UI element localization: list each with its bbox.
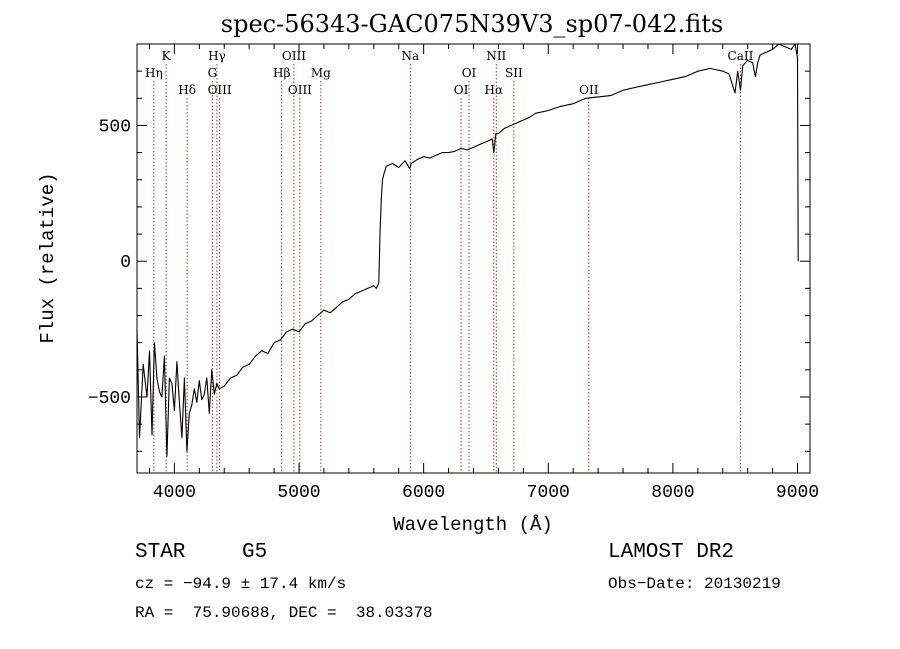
marker-label: OI [462, 66, 477, 80]
marker-label: NII [486, 49, 506, 63]
marker-label: CaII [728, 49, 754, 63]
x-tick-label: 4000 [153, 483, 196, 503]
marker-label: Hβ [273, 66, 290, 80]
marker-label: OIII [208, 83, 232, 97]
marker-label: Hδ [178, 83, 196, 97]
coordinates: RA = 75.90688, DEC = 38.03378 [135, 604, 433, 622]
marker-label: Na [401, 49, 419, 63]
x-tick-label: 8000 [651, 483, 694, 503]
marker-label: Hγ [208, 49, 226, 63]
marker-label: Hα [485, 83, 504, 97]
axis-layer: 4000 5000 6000 7000 8000 9000 −500 0 500 [88, 43, 819, 503]
object-type: STAR [135, 541, 186, 564]
y-tick-label: 500 [99, 117, 131, 137]
marker-label: Hη [145, 66, 163, 80]
marker-label: OI [454, 83, 469, 97]
x-tick-label: 5000 [277, 483, 320, 503]
x-tick-label: 7000 [527, 483, 570, 503]
marker-label: OIII [282, 49, 306, 63]
x-axis-label: Wavelength (Å) [393, 514, 553, 536]
marker-label: SII [505, 66, 523, 80]
y-tick-label: −500 [88, 389, 131, 409]
marker-label: Mg [311, 66, 331, 80]
spectrum-line [136, 43, 799, 458]
y-axis-label: Flux (relative) [37, 172, 59, 343]
survey-name: LAMOST DR2 [608, 541, 735, 564]
marker-label: G [208, 66, 218, 80]
x-tick-label: 9000 [776, 483, 819, 503]
marker-label: K [162, 49, 172, 63]
marker-label: OII [579, 83, 599, 97]
x-tick-label: 6000 [402, 483, 445, 503]
chart-title: spec-56343-GAC075N39V3_sp07-042.fits [221, 10, 723, 38]
plot-frame [136, 43, 811, 474]
redshift-cz: cz = −94.9 ± 17.4 km/s [135, 575, 347, 593]
y-tick-label: 0 [120, 253, 131, 273]
series-layer [136, 43, 799, 458]
observation-date: Obs−Date: 20130219 [608, 575, 781, 593]
spectral-subclass: G5 [242, 541, 268, 564]
marker-label: OIII [288, 83, 312, 97]
